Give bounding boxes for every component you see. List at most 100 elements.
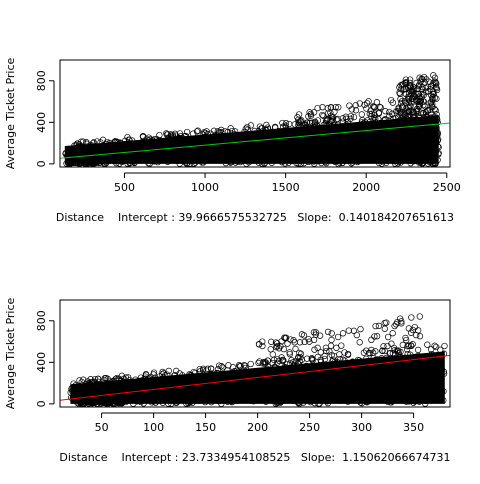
data-point <box>404 93 412 101</box>
data-point <box>332 104 339 111</box>
data-point <box>379 347 386 354</box>
chart-2: 50 100 150 200 250 300 350 0 400 800 Average Ticke… <box>4 297 451 464</box>
data-point <box>163 131 171 138</box>
data-point <box>91 375 99 383</box>
data-point <box>382 108 389 115</box>
data-point <box>343 115 350 122</box>
data-point <box>389 99 396 106</box>
data-point <box>142 371 150 378</box>
data-point <box>335 104 342 111</box>
data-point <box>338 342 345 349</box>
data-point <box>414 90 421 97</box>
y-axis-label: Average Ticket Price <box>4 297 17 409</box>
data-point <box>281 334 288 341</box>
data-point <box>373 99 381 106</box>
x-tick-label: 50 <box>95 421 109 434</box>
data-point <box>323 116 330 123</box>
data-point <box>124 133 131 141</box>
data-point <box>241 362 248 369</box>
data-point <box>297 354 304 361</box>
data-point <box>425 78 432 85</box>
data-point <box>419 90 426 98</box>
data-point <box>402 99 409 106</box>
data-point <box>314 344 321 351</box>
data-point <box>370 103 378 111</box>
y-tick-label: 400 <box>35 352 48 373</box>
data-point <box>363 347 370 354</box>
data-point <box>76 377 83 384</box>
data-point <box>165 367 172 375</box>
y-tick-label: 0 <box>35 160 48 167</box>
data-point <box>268 338 275 345</box>
data-point <box>416 102 423 109</box>
data-point <box>288 357 295 364</box>
data-point <box>273 344 280 351</box>
data-point <box>307 112 315 119</box>
data-point <box>164 130 171 138</box>
data-point <box>416 333 424 340</box>
data-point <box>295 354 302 361</box>
data-point <box>306 338 313 345</box>
data-point <box>207 365 215 373</box>
data-point <box>407 83 415 91</box>
data-point <box>193 128 201 135</box>
y-axis: 0 400 800 <box>35 70 55 167</box>
x-tick-label: 250 <box>299 421 320 434</box>
data-point <box>384 342 391 350</box>
data-point <box>411 96 418 103</box>
data-point <box>350 113 358 121</box>
y-tick-label: 800 <box>35 310 48 331</box>
data-point <box>414 346 422 354</box>
data-point <box>284 340 291 347</box>
data-point <box>314 117 322 124</box>
x-axis: 500 1000 1500 2000 2500 <box>114 172 461 194</box>
data-point <box>311 346 318 353</box>
data-point <box>327 109 334 116</box>
data-point <box>420 101 427 109</box>
data-point <box>292 345 299 353</box>
data-point <box>79 138 87 145</box>
x-tick-label: 150 <box>195 421 216 434</box>
data-point <box>256 123 264 130</box>
data-point <box>406 107 413 114</box>
data-point <box>272 339 280 346</box>
data-point <box>295 111 303 118</box>
data-point <box>330 352 338 360</box>
data-point <box>408 314 415 321</box>
data-point <box>291 339 298 346</box>
data-point <box>278 354 285 361</box>
data-point <box>407 329 415 336</box>
data-point <box>204 365 211 372</box>
x-tick-label: 300 <box>351 421 372 434</box>
data-point <box>422 84 429 92</box>
data-point <box>301 338 308 346</box>
data-point <box>280 345 287 353</box>
data-point <box>358 111 365 118</box>
data-point <box>314 104 321 112</box>
data-point <box>431 74 439 81</box>
data-point <box>200 365 207 372</box>
data-point <box>423 76 430 83</box>
data-point <box>384 333 392 341</box>
y-axis-label: Average Ticket Price <box>4 57 17 169</box>
x-tick-label: 2000 <box>352 181 380 194</box>
data-point <box>163 130 170 137</box>
data-point <box>357 325 364 333</box>
data-point <box>407 102 414 110</box>
data-point <box>431 342 438 349</box>
data-point <box>216 362 223 369</box>
data-point <box>441 342 448 350</box>
data-point <box>373 333 381 340</box>
data-point <box>395 104 402 111</box>
data-point <box>282 120 290 127</box>
data-point <box>308 356 315 363</box>
data-point <box>405 342 413 349</box>
scatter-points <box>62 72 442 167</box>
data-point <box>328 330 335 337</box>
y-tick-label: 800 <box>35 70 48 91</box>
data-point <box>398 318 405 325</box>
data-point <box>416 98 424 105</box>
data-point <box>416 313 423 320</box>
data-point <box>80 376 87 383</box>
